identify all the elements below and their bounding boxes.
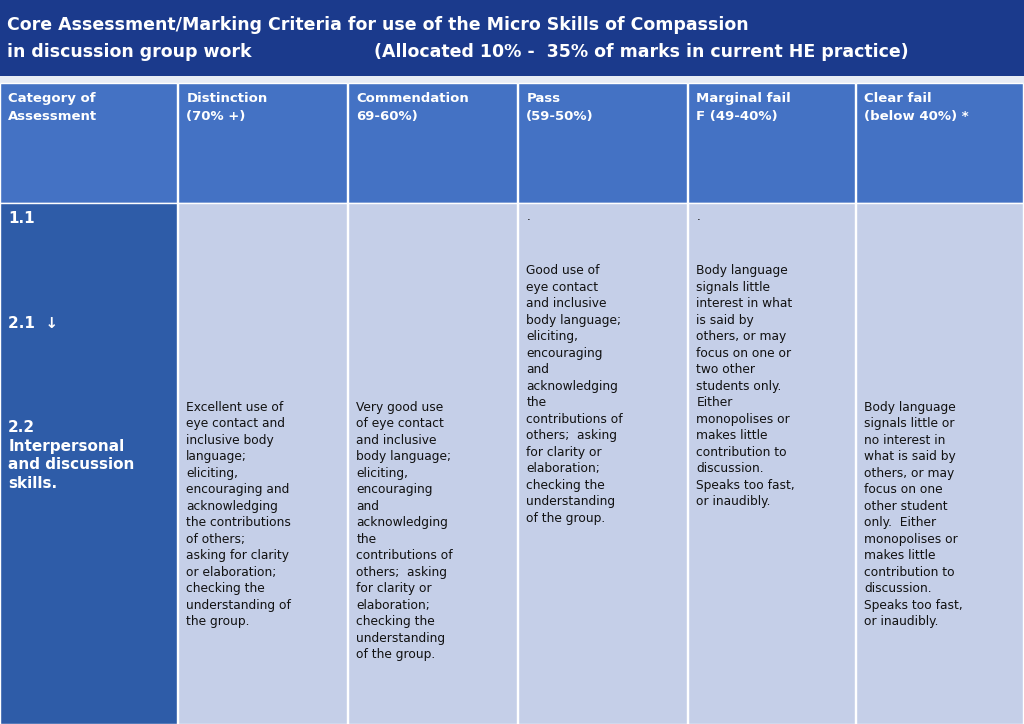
FancyBboxPatch shape <box>518 203 687 724</box>
Text: (Allocated 10% -  35% of marks in current HE practice): (Allocated 10% - 35% of marks in current… <box>374 43 908 62</box>
FancyBboxPatch shape <box>0 83 177 203</box>
Text: 2.2
Interpersonal
and discussion
skills.: 2.2 Interpersonal and discussion skills. <box>8 420 134 491</box>
FancyBboxPatch shape <box>856 203 1023 724</box>
FancyBboxPatch shape <box>178 203 347 724</box>
Text: Excellent use of
eye contact and
inclusive body
language;
eliciting,
encouraging: Excellent use of eye contact and inclusi… <box>186 401 291 628</box>
FancyBboxPatch shape <box>688 83 855 203</box>
Text: Clear fail
(below 40%) *: Clear fail (below 40%) * <box>864 92 969 123</box>
Text: Marginal fail
F (49-40%): Marginal fail F (49-40%) <box>696 92 792 123</box>
Text: Commendation
69-60%): Commendation 69-60%) <box>356 92 469 123</box>
Text: Body language
signals little or
no interest in
what is said by
others, or may
fo: Body language signals little or no inter… <box>864 401 963 628</box>
Text: in discussion group work: in discussion group work <box>7 43 252 62</box>
FancyBboxPatch shape <box>856 83 1023 203</box>
Text: Pass
(59-50%): Pass (59-50%) <box>526 92 594 123</box>
Text: Very good use
of eye contact
and inclusive
body language;
eliciting,
encouraging: Very good use of eye contact and inclusi… <box>356 401 453 661</box>
Text: 1.1: 1.1 <box>8 211 35 227</box>
FancyBboxPatch shape <box>0 203 177 724</box>
Text: .: . <box>526 210 530 223</box>
Text: .: . <box>696 210 700 223</box>
Text: 2.1  ↓: 2.1 ↓ <box>8 316 58 331</box>
Text: Good use of
eye contact
and inclusive
body language;
eliciting,
encouraging
and
: Good use of eye contact and inclusive bo… <box>526 264 623 525</box>
FancyBboxPatch shape <box>178 83 347 203</box>
Text: Core Assessment/Marking Criteria for use of the Micro Skills of Compassion: Core Assessment/Marking Criteria for use… <box>7 16 749 34</box>
FancyBboxPatch shape <box>348 83 517 203</box>
FancyBboxPatch shape <box>0 76 1024 83</box>
Text: Body language
signals little
interest in what
is said by
others, or may
focus on: Body language signals little interest in… <box>696 264 795 508</box>
Text: Distinction
(70% +): Distinction (70% +) <box>186 92 267 123</box>
FancyBboxPatch shape <box>688 203 855 724</box>
Text: Category of
Assessment: Category of Assessment <box>8 92 97 123</box>
FancyBboxPatch shape <box>348 203 517 724</box>
FancyBboxPatch shape <box>0 0 1024 76</box>
FancyBboxPatch shape <box>518 83 687 203</box>
